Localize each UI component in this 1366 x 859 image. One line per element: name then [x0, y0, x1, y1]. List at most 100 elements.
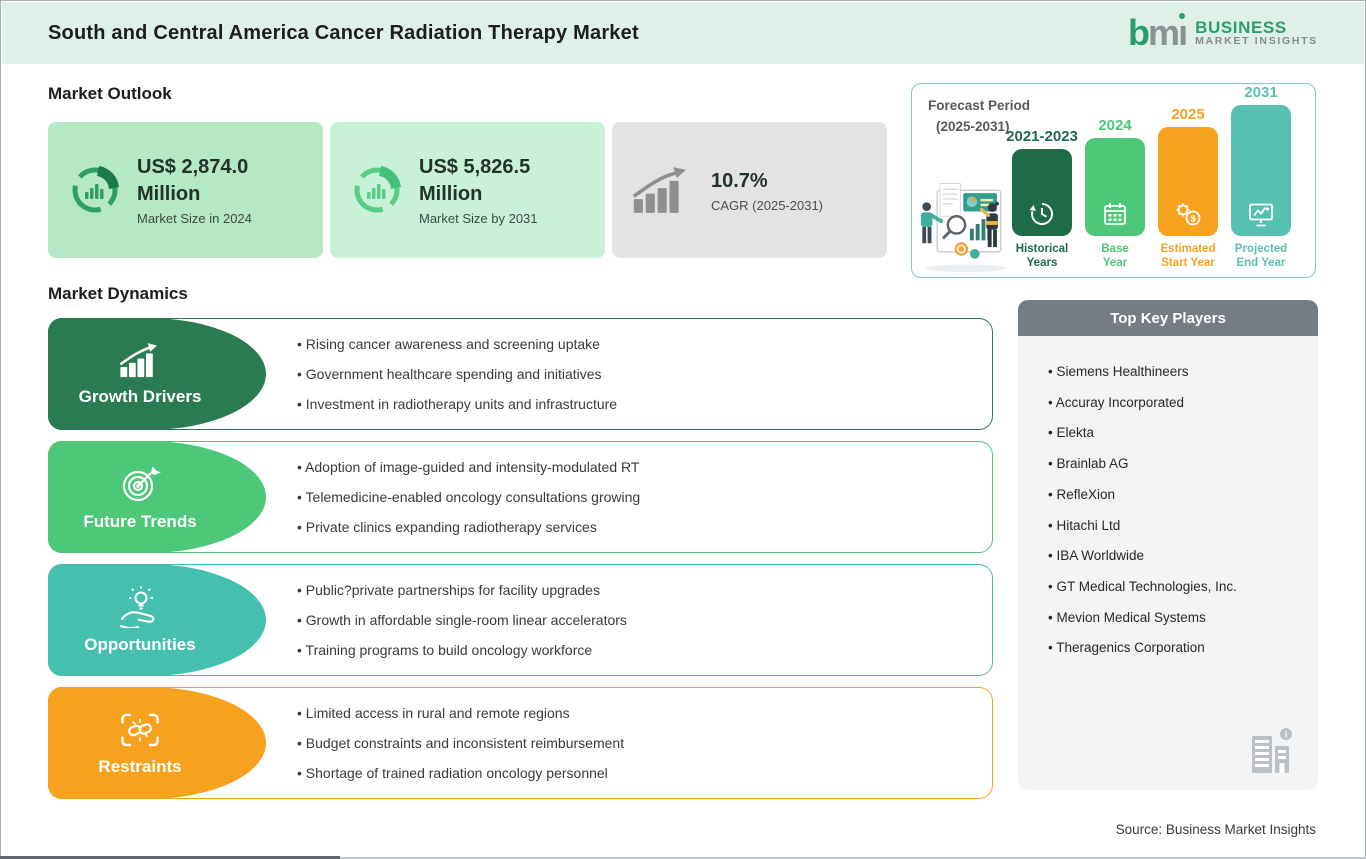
kpi-card-market-size-2031: US$ 5,826.5 Million Market Size by 2031	[330, 122, 605, 258]
forecast-bar-label: Base Year	[1101, 243, 1129, 270]
growth-chart-icon	[632, 167, 686, 213]
target-dart-icon	[122, 465, 161, 501]
key-player-item: IBA Worldwide	[1048, 541, 1308, 572]
forecast-bar-label: Estimated Start Year	[1160, 243, 1216, 270]
bullet-item: Growth in affordable single-room linear …	[297, 605, 627, 635]
bullet-item: Government healthcare spending and initi…	[297, 359, 617, 389]
growth-drivers-bullets: Rising cancer awareness and screening up…	[297, 329, 617, 419]
logo-letter-i: ı	[1178, 12, 1188, 53]
dynamics-row-growth-drivers: Growth Drivers Rising cancer awareness a…	[48, 318, 993, 430]
bmi-logo-mark-icon: bmı	[1128, 12, 1188, 53]
idea-hand-icon	[119, 586, 155, 628]
key-player-item: RefleXion	[1048, 480, 1308, 511]
analysts-illustration	[920, 183, 1007, 273]
logo-letter-b: b	[1128, 12, 1150, 53]
logo-market-insights-text: MARKET INSIGHTS	[1195, 35, 1318, 48]
bar-shape	[1085, 138, 1145, 236]
kpi-value: US$ 5,826.5 Million	[419, 156, 531, 205]
future-trends-bullets: Adoption of image-guided and intensity-m…	[297, 452, 640, 542]
forecast-year: 2024	[1098, 117, 1132, 134]
kpi-cards: US$ 2,874.0 Million Market Size in 2024 …	[48, 122, 887, 258]
bmi-logo: bmı BUSINESS MARKET INSIGHTS	[1128, 12, 1318, 53]
key-player-item: Elekta	[1048, 418, 1308, 449]
kpi-card-cagr: 10.7% CAGR (2025-2031)	[612, 122, 887, 258]
source-note: Source: Business Market Insights	[1115, 822, 1316, 837]
bar-shape: $	[1158, 127, 1218, 236]
svg-text:$: $	[1190, 214, 1196, 225]
gear-coin-icon: $	[1176, 203, 1201, 226]
forecast-bar-historical: 2021-2023 Historical Years	[1006, 128, 1078, 272]
bullet-item: Training programs to build oncology work…	[297, 635, 627, 665]
page-title: South and Central America Cancer Radiati…	[48, 21, 639, 44]
calendar-icon	[1104, 203, 1126, 225]
key-player-item: Accuray Incorporated	[1048, 388, 1308, 419]
header-band: South and Central America Cancer Radiati…	[2, 2, 1364, 64]
bullet-item: Limited access in rural and remote regio…	[297, 698, 624, 728]
bullet-item: Shortage of trained radiation oncology p…	[297, 758, 624, 788]
bar-shape	[1012, 149, 1072, 236]
dynamics-row-future-trends: Future Trends Adoption of image-guided a…	[48, 441, 993, 553]
bullet-item: Investment in radiotherapy units and inf…	[297, 389, 617, 419]
key-player-item: Mevion Medical Systems	[1048, 603, 1308, 634]
svg-text:i: i	[1285, 730, 1288, 740]
market-outlook-heading: Market Outlook	[48, 84, 172, 103]
bullet-item: Public?private partnerships for facility…	[297, 575, 627, 605]
forecast-bar-label: Historical Years	[1015, 243, 1069, 270]
forecast-period-panel: Forecast Period (2025-2031) 2021-2023	[911, 83, 1316, 278]
badge-label: Opportunities	[84, 634, 196, 654]
growth-drivers-badge: Growth Drivers	[48, 318, 266, 430]
projection-board-icon	[1249, 203, 1273, 227]
growth-chart-icon	[119, 342, 158, 377]
bar-shape	[1231, 105, 1291, 236]
bullet-item: Adoption of image-guided and intensity-m…	[297, 452, 640, 482]
dynamics-row-opportunities: Opportunities Public?private partnership…	[48, 564, 993, 676]
key-player-item: Brainlab AG	[1048, 449, 1308, 480]
chain-link-icon	[121, 713, 159, 746]
market-dynamics-heading: Market Dynamics	[48, 284, 188, 303]
bullet-item: Rising cancer awareness and screening up…	[297, 329, 617, 359]
forecast-bar-label: Projected End Year	[1234, 243, 1288, 270]
kpi-label: CAGR (2025-2031)	[711, 197, 823, 213]
forecast-bar-base: 2024 Base Year	[1085, 117, 1145, 272]
badge-label: Growth Drivers	[78, 386, 202, 406]
bottom-edge-dark	[0, 856, 340, 859]
bmi-logo-name: BUSINESS MARKET INSIGHTS	[1195, 17, 1318, 48]
badge-label: Restraints	[98, 756, 182, 776]
history-clock-icon	[1029, 202, 1054, 225]
forecast-bar-estimated: 2025 $ Estimated Start Year	[1158, 106, 1218, 272]
key-player-item: GT Medical Technologies, Inc.	[1048, 572, 1308, 603]
forecast-period-title: Forecast Period (2025-2031)	[928, 98, 1031, 134]
logo-letter-m: m	[1148, 12, 1180, 53]
kpi-label: Market Size by 2031	[419, 211, 538, 226]
opportunities-badge: Opportunities	[48, 564, 266, 676]
restraints-badge: Restraints	[48, 687, 266, 799]
top-key-players-heading: Top Key Players	[1018, 300, 1318, 336]
logo-dot-icon	[1179, 13, 1186, 19]
bullet-item: Telemedicine-enabled oncology consultati…	[297, 482, 641, 512]
forecast-bar-projected: 2031 Projected End Year	[1231, 84, 1291, 272]
restraints-bullets: Limited access in rural and remote regio…	[297, 698, 624, 788]
badge-label: Future Trends	[83, 511, 197, 531]
forecast-year: 2031	[1244, 84, 1278, 101]
key-players-list: Siemens Healthineers Accuray Incorporate…	[1018, 336, 1318, 664]
key-player-item: Siemens Healthineers	[1048, 357, 1308, 388]
key-player-item: Hitachi Ltd	[1048, 511, 1308, 542]
bullet-item: Budget constraints and inconsistent reim…	[297, 728, 624, 758]
kpi-value: 10.7%	[711, 169, 768, 192]
forecast-bars: 2021-2023 Historical Years 2024	[1006, 84, 1293, 272]
kpi-card-market-size-2024: US$ 2,874.0 Million Market Size in 2024	[48, 122, 323, 258]
forecast-year: 2025	[1171, 106, 1205, 123]
opportunities-bullets: Public?private partnerships for facility…	[297, 575, 627, 665]
donut-chart-icon	[72, 166, 119, 213]
donut-chart-icon	[354, 166, 401, 213]
bullet-item: Private clinics expanding radiotherapy s…	[297, 512, 640, 542]
forecast-year: 2021-2023	[1006, 128, 1078, 145]
future-trends-badge: Future Trends	[48, 441, 266, 553]
company-buildings-icon: i	[1252, 728, 1292, 773]
dynamics-row-restraints: Restraints Limited access in rural and r…	[48, 687, 993, 799]
kpi-value: US$ 2,874.0 Million	[137, 156, 249, 205]
key-player-item: Theragenics Corporation	[1048, 633, 1308, 664]
top-key-players-panel: Top Key Players Siemens Healthineers Acc…	[1018, 300, 1318, 790]
logo-business-text: BUSINESS	[1195, 17, 1287, 37]
kpi-label: Market Size in 2024	[137, 211, 252, 226]
